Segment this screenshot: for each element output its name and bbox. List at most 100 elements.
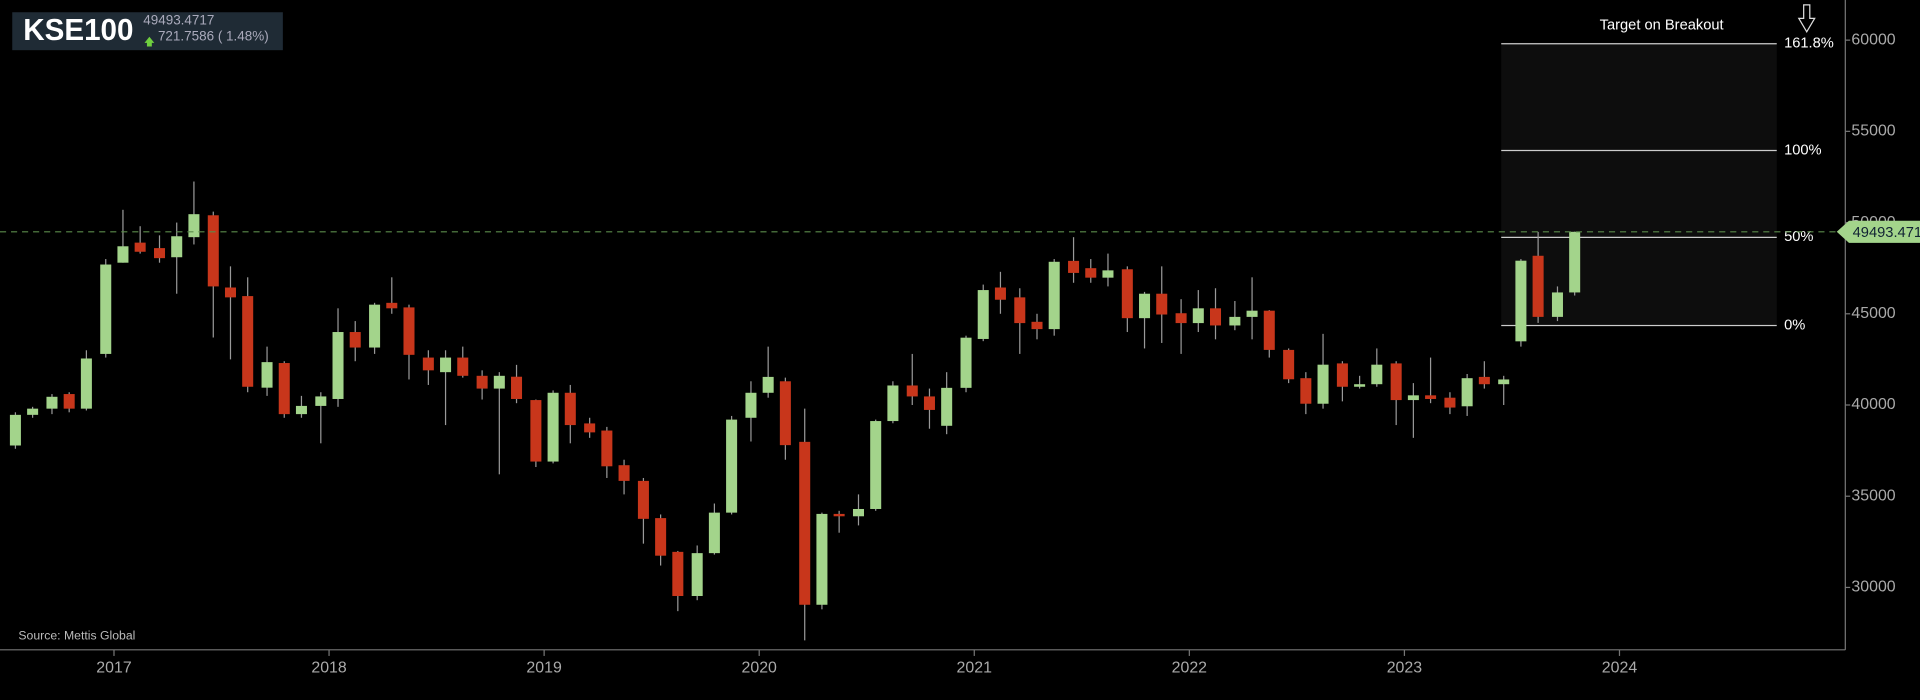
candle-body bbox=[1569, 231, 1581, 293]
arrow-icon bbox=[1797, 4, 1816, 34]
candle-body bbox=[171, 236, 183, 258]
x-tick-label: 2017 bbox=[96, 659, 132, 676]
candle-body bbox=[80, 358, 92, 409]
price: 49493.4717 bbox=[143, 12, 214, 27]
candle-body bbox=[1246, 310, 1258, 317]
candle-body bbox=[672, 551, 684, 597]
plot: 3000035000400004500050000550006000020172… bbox=[0, 31, 1920, 676]
candle-body bbox=[601, 430, 613, 467]
candle-body bbox=[9, 414, 21, 446]
fib-label: 0% bbox=[1784, 317, 1805, 333]
candle-body bbox=[315, 396, 327, 406]
candle-body bbox=[1336, 363, 1348, 387]
price-tag-label: 49493.4717 bbox=[1853, 225, 1920, 241]
x-tick-label: 2022 bbox=[1172, 659, 1208, 676]
candle-body bbox=[708, 512, 720, 554]
candle-body bbox=[870, 421, 882, 509]
candle-body bbox=[1390, 363, 1402, 401]
fib-label: 50% bbox=[1784, 229, 1813, 245]
candle-body bbox=[1031, 321, 1043, 330]
candle-body bbox=[1209, 308, 1222, 326]
y-tick-label: 55000 bbox=[1851, 123, 1895, 140]
candle-body bbox=[117, 246, 129, 263]
fib-area bbox=[1501, 42, 1777, 325]
candle-body bbox=[261, 362, 273, 388]
x-tick-label: 2023 bbox=[1387, 659, 1423, 676]
candle-body bbox=[457, 357, 469, 376]
candle-body bbox=[584, 423, 596, 433]
candle-body bbox=[1354, 384, 1366, 387]
candle-body bbox=[440, 357, 452, 373]
candle-body bbox=[1229, 316, 1241, 326]
candle-body bbox=[1515, 260, 1527, 342]
candle-body bbox=[295, 405, 307, 415]
candle-body bbox=[403, 307, 415, 355]
candle-body bbox=[493, 375, 505, 389]
candle-body bbox=[833, 513, 845, 517]
candle-body bbox=[1283, 349, 1295, 380]
candle-body bbox=[1175, 313, 1187, 324]
candle-body bbox=[564, 392, 576, 426]
candle-body bbox=[511, 376, 523, 399]
candle-body bbox=[134, 242, 146, 252]
candle-body bbox=[1068, 260, 1080, 273]
price-tag bbox=[1836, 220, 1920, 243]
candle-body bbox=[655, 518, 667, 556]
candle-body bbox=[1139, 293, 1151, 319]
candle-body bbox=[1317, 364, 1329, 404]
candle-body bbox=[386, 302, 398, 309]
candle-body bbox=[745, 392, 757, 418]
candle-body bbox=[1478, 376, 1490, 385]
header: KSE100 49493.4717 721.7586 ( 1.48%) bbox=[12, 12, 283, 51]
x-tick-label: 2021 bbox=[957, 659, 993, 676]
candle-body bbox=[799, 441, 811, 605]
source: Source: Mettis Global bbox=[18, 629, 135, 643]
candle-body bbox=[779, 381, 791, 446]
candle-body bbox=[762, 376, 774, 393]
change: 721.7586 ( 1.48%) bbox=[158, 28, 269, 43]
candle-body bbox=[1048, 261, 1060, 330]
fib-box: Target on Breakout 0% 50% 100% 161.8% bbox=[1501, 4, 1834, 333]
candle-body bbox=[476, 375, 488, 389]
y-tick-label: 35000 bbox=[1851, 487, 1895, 504]
candle-body bbox=[1085, 268, 1097, 278]
candle-body bbox=[1371, 364, 1383, 385]
y-tick-label: 45000 bbox=[1851, 305, 1895, 322]
candle-body bbox=[27, 408, 39, 415]
candle-body bbox=[349, 332, 361, 348]
candle-body bbox=[154, 248, 166, 259]
candle-body bbox=[224, 287, 236, 298]
y-tick-label: 60000 bbox=[1851, 31, 1895, 48]
candle-body bbox=[530, 400, 542, 462]
candle-body bbox=[207, 215, 219, 287]
candle-body bbox=[691, 553, 703, 597]
candle-body bbox=[46, 396, 58, 409]
candle-body bbox=[369, 304, 381, 348]
fib-label: 100% bbox=[1784, 142, 1822, 158]
x-tick-label: 2019 bbox=[526, 659, 562, 676]
candle-body bbox=[1014, 297, 1026, 324]
candle-body bbox=[100, 264, 112, 354]
candle-body bbox=[547, 392, 559, 462]
y-tick-label: 40000 bbox=[1851, 396, 1895, 413]
x-tick-label: 2018 bbox=[311, 659, 347, 676]
candle-body bbox=[1498, 379, 1510, 385]
candle-body bbox=[816, 513, 828, 605]
candle-body bbox=[1156, 293, 1168, 315]
candle-body bbox=[637, 480, 649, 519]
candle-body bbox=[960, 337, 972, 388]
candle-body bbox=[1551, 292, 1563, 317]
candle-body bbox=[1532, 255, 1544, 317]
x-tick-label: 2024 bbox=[1602, 659, 1638, 676]
candle-body bbox=[977, 290, 989, 339]
candle-body bbox=[63, 394, 75, 409]
symbol: KSE100 bbox=[23, 13, 133, 47]
candle-body bbox=[188, 214, 200, 238]
candle-body bbox=[1407, 395, 1419, 401]
up-arrow bbox=[144, 36, 155, 47]
candle-body bbox=[242, 296, 254, 387]
candle-body bbox=[1461, 378, 1473, 407]
candle-body bbox=[422, 357, 434, 371]
